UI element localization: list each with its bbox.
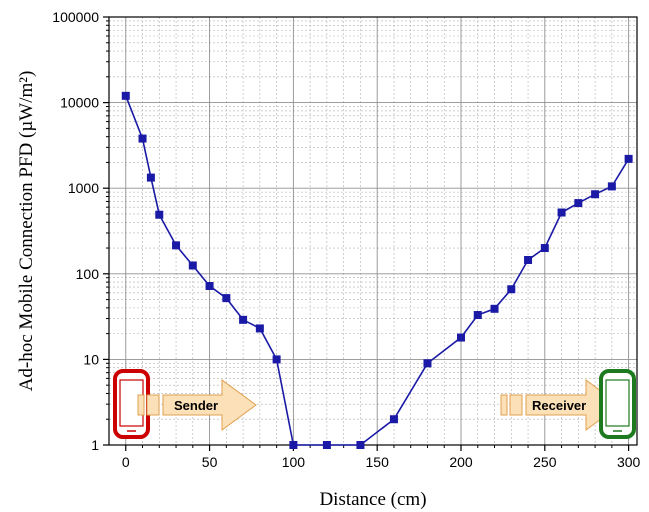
grid-lines [109, 16, 637, 446]
data-point [524, 255, 533, 264]
plot-area-frame [108, 16, 638, 446]
y-tick-label: 100000 [52, 9, 99, 25]
x-tick-label: 250 [533, 454, 557, 470]
sender-label: Sender [174, 398, 218, 413]
data-point [591, 190, 600, 199]
x-axis-title: Distance (cm) [319, 489, 426, 510]
data-point [473, 311, 482, 320]
receiver-arrow-icon [500, 379, 621, 431]
receiver-label: Receiver [532, 398, 586, 413]
data-point [255, 324, 264, 333]
data-point [222, 294, 231, 303]
data-point [574, 199, 583, 208]
data-point [272, 355, 281, 364]
x-tick-label: 300 [617, 454, 641, 470]
data-point [356, 441, 365, 449]
x-tick-label: 150 [366, 454, 390, 470]
data-point [172, 241, 181, 250]
y-tick-label: 100 [76, 266, 100, 282]
data-point [490, 304, 499, 313]
y-tick-label: 1 [91, 437, 99, 453]
data-point [457, 333, 465, 342]
data-point [322, 441, 331, 449]
data-point [121, 91, 130, 100]
data-point [289, 441, 298, 449]
receiver-phone-icon [599, 369, 636, 439]
data-point [155, 210, 164, 219]
x-tick-label: 50 [202, 454, 218, 470]
data-point [146, 173, 155, 182]
data-point [188, 261, 197, 270]
x-tick-label: 200 [449, 454, 473, 470]
sender-arrow-icon [137, 379, 257, 431]
receiver-annotation: Receiver [500, 369, 636, 439]
y-tick-label: 10 [83, 351, 99, 367]
data-point [138, 134, 147, 143]
sender-annotation: Sender [113, 369, 257, 439]
axes: 0 50 100 150 200 250 300 1 10 100 1000 10000 100000 [52, 9, 640, 470]
y-tick-label: 10000 [60, 95, 99, 111]
data-point [389, 415, 398, 424]
data-point [239, 315, 248, 324]
data-point [557, 208, 566, 217]
data-point [607, 182, 616, 191]
y-axis-title: Ad-hoc Mobile Connection PFD (µW/m²) [16, 71, 37, 392]
y-tick-label: 1000 [68, 180, 99, 196]
data-point [205, 282, 214, 291]
x-tick-label: 0 [122, 454, 130, 470]
data-series [121, 91, 633, 449]
data-point [624, 154, 633, 163]
data-point [540, 244, 549, 253]
data-point [423, 359, 432, 368]
data-point [507, 285, 516, 294]
x-tick-label: 100 [282, 454, 306, 470]
